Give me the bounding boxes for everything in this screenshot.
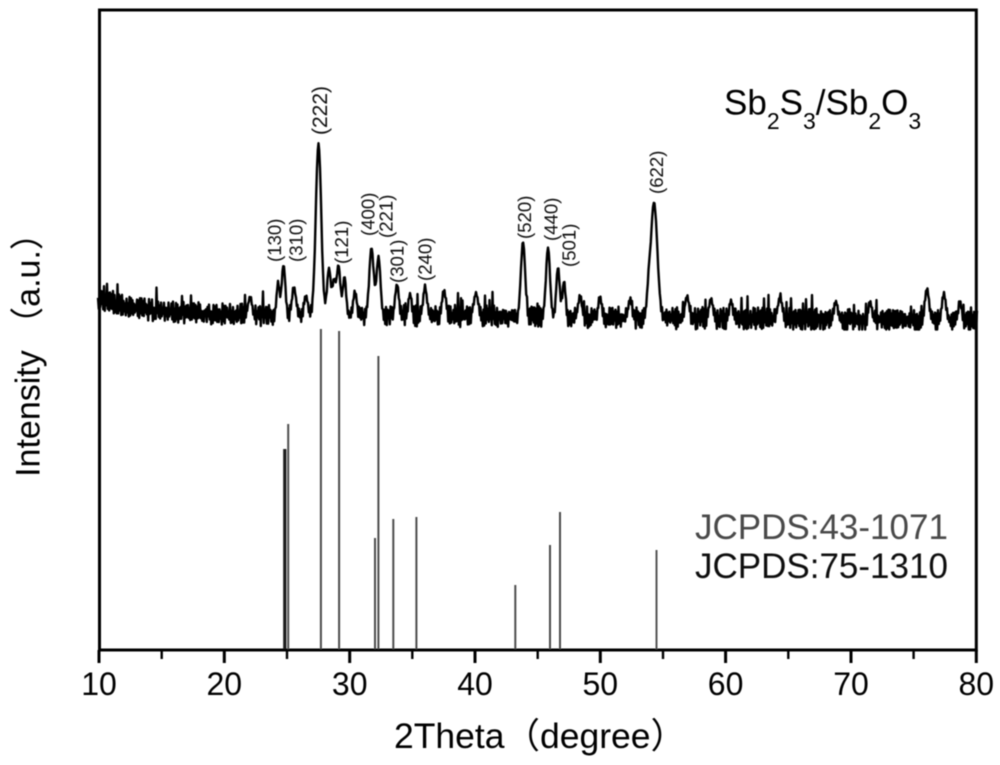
svg-text:(440): (440) <box>541 198 562 241</box>
svg-text:(221): (221) <box>376 195 397 238</box>
svg-text:10: 10 <box>81 666 117 702</box>
svg-text:Intensity （a.u.）: Intensity （a.u.） <box>10 216 48 477</box>
svg-text:JCPDS:75-1310: JCPDS:75-1310 <box>695 547 948 586</box>
svg-text:20: 20 <box>207 666 243 702</box>
svg-text:(310): (310) <box>286 219 307 262</box>
svg-text:50: 50 <box>583 666 619 702</box>
svg-text:(520): (520) <box>514 196 535 239</box>
svg-text:(622): (622) <box>646 151 667 194</box>
svg-text:30: 30 <box>332 666 368 702</box>
svg-text:60: 60 <box>708 666 744 702</box>
svg-text:70: 70 <box>833 666 869 702</box>
svg-text:(240): (240) <box>415 238 436 281</box>
svg-text:40: 40 <box>457 666 493 702</box>
svg-text:JCPDS:43-1071: JCPDS:43-1071 <box>695 508 948 547</box>
svg-text:(501): (501) <box>559 224 580 267</box>
svg-text:2Theta（degree）: 2Theta（degree） <box>394 716 686 756</box>
svg-text:(222): (222) <box>309 86 332 135</box>
svg-text:(301): (301) <box>387 240 408 283</box>
svg-text:(130): (130) <box>264 219 285 262</box>
svg-text:80: 80 <box>959 666 995 702</box>
svg-text:(121): (121) <box>331 221 352 264</box>
svg-text:(400): (400) <box>358 193 379 236</box>
